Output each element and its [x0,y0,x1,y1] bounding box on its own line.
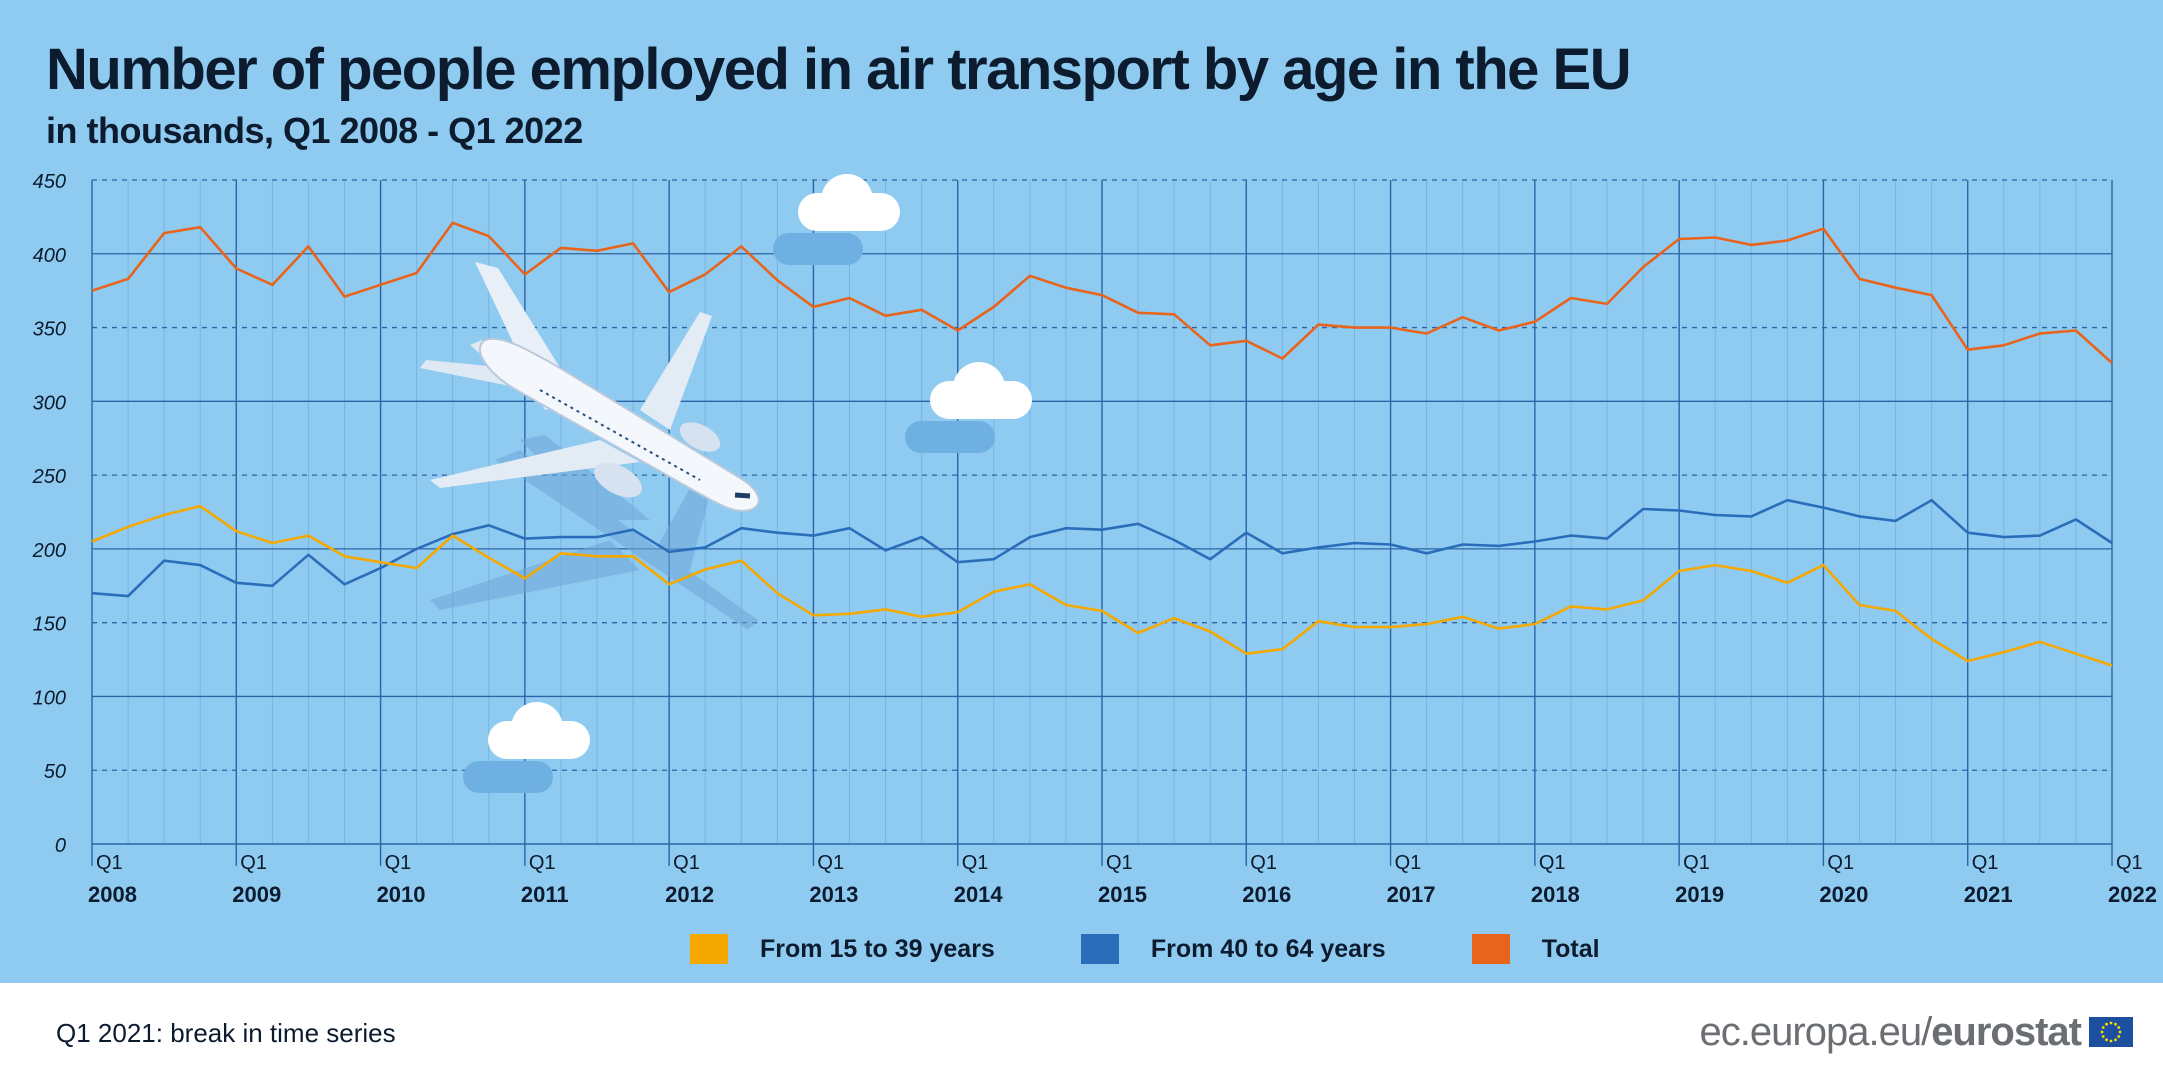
brand-name-text: eurostat [1931,1009,2082,1054]
x-tick-year-label: 2017 [1387,882,1436,907]
x-tick-year-label: 2010 [377,882,426,907]
x-tick-quarter-label: Q1 [240,852,267,874]
footnote: Q1 2021: break in time series [56,1018,396,1048]
series-lines [91,221,2113,667]
y-tick-label: 50 [44,761,66,783]
x-tick-year-label: 2019 [1675,882,1724,907]
x-tick-quarter-label: Q1 [1106,852,1133,874]
x-tick-year-label: 2008 [88,882,137,907]
legend-item-40-64: From 40 to 64 years [1080,934,1386,964]
vertical-gridlines [91,180,2113,866]
y-tick-label: 150 [33,614,66,636]
legend: From 15 to 39 years From 40 to 64 years … [690,931,1686,967]
y-tick-label: 350 [33,319,66,341]
y-tick-label: 100 [33,687,66,709]
legend-label-40-64: From 40 to 64 years [1150,934,1386,963]
cloud-shadow-icon [463,233,995,793]
series-line-from-40-to-64-years [91,498,2113,598]
chart-panel [0,0,2163,983]
x-tick-year-label: 2011 [521,882,569,907]
x-tick-year-label: 2015 [1098,882,1147,907]
y-axis-tick-labels: 0 50 100 150 200 250 300 350 400 450 [32,171,66,857]
x-tick-year-label: 2014 [954,882,1004,907]
y-tick-label: 450 [33,171,66,193]
y-tick-label: 250 [32,466,66,488]
legend-swatch-total [1471,934,1510,964]
x-tick-quarter-label: Q1 [529,852,556,874]
x-tick-quarter-label: Q1 [1250,852,1277,874]
x-tick-quarter-label: Q1 [385,852,412,874]
y-tick-label: 0 [55,835,66,857]
x-tick-quarter-label: Q1 [2116,852,2143,874]
y-tick-label: 300 [33,392,66,414]
horizontal-gridlines [92,179,2112,771]
x-tick-year-label: 2018 [1531,882,1580,907]
x-tick-year-label: 2022 [2108,882,2157,907]
x-tick-quarter-label: Q1 [1827,852,1854,874]
x-tick-year-label: 2013 [809,882,858,907]
series-line-from-15-to-39-years [91,504,2113,667]
x-tick-quarter-label: Q1 [962,852,989,874]
decoration [420,174,1032,793]
chart-title: Number of people employed in air transpo… [46,37,1632,102]
x-tick-quarter-label: Q1 [817,852,844,874]
x-tick-year-label: 2009 [232,882,281,907]
x-tick-quarter-label: Q1 [1972,852,1999,874]
x-axis-tick-labels: Q1 2008 Q1 2009 Q1 2010 Q1 2011 Q1 2012 Q1 2013 Q1 20… [88,852,2157,907]
airplane-icon [420,262,760,512]
eu-flag-icon [2089,1017,2133,1047]
x-tick-quarter-label: Q1 [96,852,123,874]
series-line-total [91,221,2113,364]
y-tick-label: 200 [32,540,66,562]
line-chart: 0 50 100 150 200 250 300 350 400 450 Q1 2008 Q1 2009… [32,171,2157,907]
x-tick-year-label: 2016 [1242,882,1291,907]
x-tick-quarter-label: Q1 [1539,852,1566,874]
legend-label-total: Total [1541,934,1600,963]
eurostat-brand[interactable]: ec.europa.eu/ eurostat [1700,1010,2133,1054]
x-tick-quarter-label: Q1 [673,852,700,874]
legend-swatch-15-39 [690,934,728,964]
y-tick-label: 400 [33,245,66,267]
brand-site-text: ec.europa.eu/ [1699,1009,1933,1054]
legend-label-15-39: From 15 to 39 years [760,934,995,963]
legend-swatch-40-64 [1080,934,1119,964]
x-tick-quarter-label: Q1 [1683,852,1710,874]
legend-item-15-39: From 15 to 39 years [690,934,995,964]
x-tick-quarter-label: Q1 [1395,852,1422,874]
x-tick-year-label: 2021 [1964,882,2013,907]
cloud-icon [488,174,1032,759]
legend-item-total: Total [1471,934,1600,964]
x-tick-year-label: 2012 [665,882,714,907]
chart-subtitle: in thousands, Q1 2008 - Q1 2022 [46,110,583,151]
x-tick-year-label: 2020 [1819,882,1868,907]
